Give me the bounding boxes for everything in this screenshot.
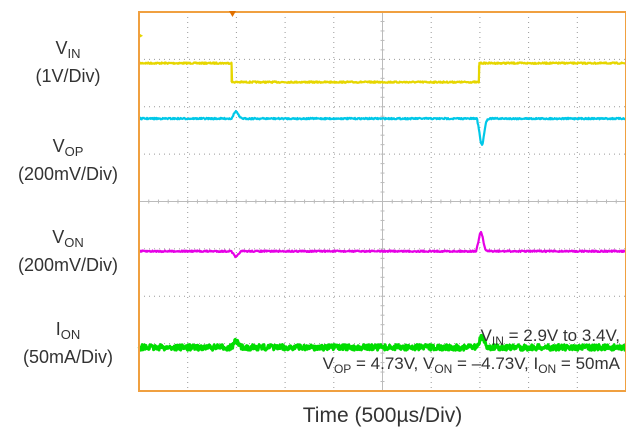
grid [138, 11, 626, 392]
channel-label-ion: ION (50mA/Div) [22, 319, 113, 367]
trace-von [138, 230, 626, 259]
trace-ion [137, 333, 626, 352]
trace-vin [137, 61, 626, 84]
channel-label-vin: VIN (1V/Div) [35, 38, 101, 86]
x-axis-label: Time (500µs/Div) [302, 404, 463, 427]
trigger-marker-icon [229, 11, 236, 17]
trace-vop [138, 109, 626, 146]
channel-label-von: VON (200mV/Div) [17, 227, 119, 275]
channel-label-vop: VOP (200mV/Div) [17, 136, 119, 184]
annotation-line-1: VIN = 2.9V to 3.4V, [480, 326, 620, 348]
plot-frame [138, 11, 626, 392]
annotation-line-2: VOP = 4.73V, VON = –4.73V, ION = 50mA [322, 354, 620, 376]
